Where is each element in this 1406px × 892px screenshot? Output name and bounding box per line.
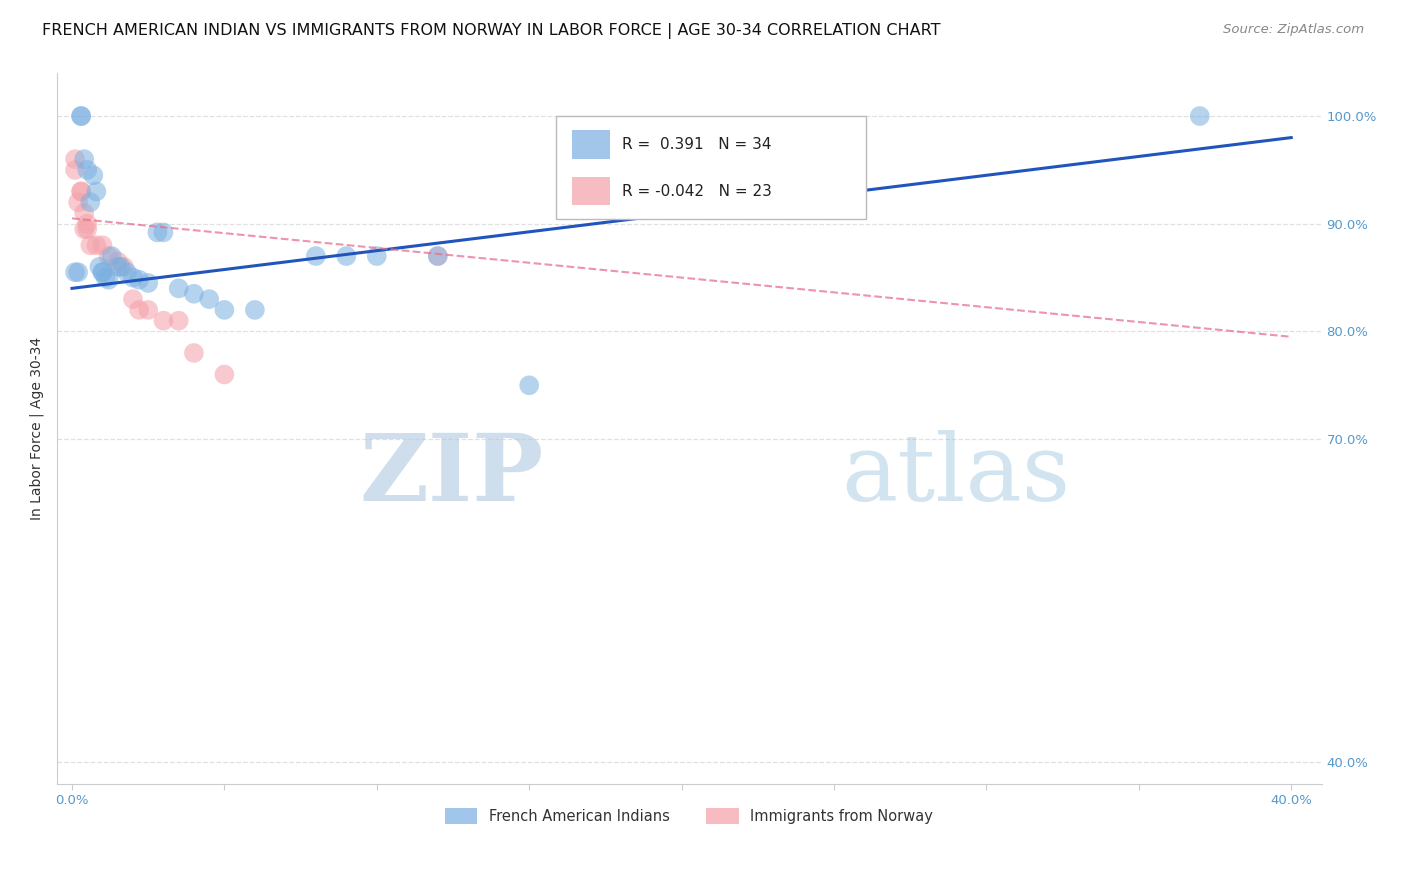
Point (107, 260, 129, 274)
Point (305, 249, 328, 263)
Point (94, 270, 117, 285)
Point (152, 225, 174, 239)
Point (79, 238, 101, 252)
Point (366, 249, 388, 263)
Point (136, 302, 159, 317)
Point (1188, 109, 1211, 123)
Point (107, 254, 129, 268)
Point (73, 152, 96, 166)
FancyBboxPatch shape (572, 130, 610, 159)
Point (122, 292, 145, 306)
FancyBboxPatch shape (572, 177, 610, 205)
Point (73, 222, 96, 236)
Point (183, 286, 205, 301)
Text: R =  0.391   N = 34: R = 0.391 N = 34 (623, 137, 772, 153)
Point (73, 206, 96, 220)
Point (167, 281, 190, 295)
Point (183, 346, 205, 360)
Point (335, 249, 357, 263)
Point (67, 265, 90, 279)
FancyBboxPatch shape (557, 116, 866, 219)
Point (63, 162, 86, 177)
Point (152, 313, 174, 327)
Point (167, 313, 190, 327)
Point (100, 249, 122, 263)
Point (97, 249, 120, 263)
Point (63, 152, 86, 166)
Legend: French American Indians, Immigrants from Norway: French American Indians, Immigrants from… (440, 802, 939, 830)
Point (91, 265, 114, 279)
Point (86, 185, 108, 199)
Point (517, 378, 540, 392)
Point (198, 292, 221, 306)
Point (243, 302, 266, 317)
Point (70, 109, 93, 123)
Point (70, 185, 93, 199)
Point (76, 222, 98, 236)
Point (76, 217, 98, 231)
Point (76, 162, 98, 177)
Point (91, 238, 114, 252)
Point (79, 195, 101, 210)
Point (70, 109, 93, 123)
Point (67, 195, 90, 210)
Point (115, 265, 138, 279)
Point (214, 302, 236, 317)
Point (146, 225, 169, 239)
Point (128, 273, 150, 287)
Point (86, 238, 108, 252)
Point (63, 265, 86, 279)
Text: Source: ZipAtlas.com: Source: ZipAtlas.com (1223, 23, 1364, 37)
Y-axis label: In Labor Force | Age 30-34: In Labor Force | Age 30-34 (30, 337, 44, 520)
Text: ZIP: ZIP (360, 430, 544, 519)
Point (426, 249, 449, 263)
Point (112, 260, 135, 274)
Point (136, 276, 159, 290)
Point (89, 260, 111, 274)
Point (122, 270, 145, 285)
Text: atlas: atlas (841, 430, 1070, 519)
Point (97, 273, 120, 287)
Point (91, 265, 114, 279)
Point (426, 249, 449, 263)
Point (128, 302, 150, 317)
Text: R = -0.042   N = 23: R = -0.042 N = 23 (623, 184, 772, 199)
Text: FRENCH AMERICAN INDIAN VS IMMIGRANTS FROM NORWAY IN LABOR FORCE | AGE 30-34 CORR: FRENCH AMERICAN INDIAN VS IMMIGRANTS FRO… (42, 23, 941, 39)
Point (82, 169, 104, 183)
Point (110, 260, 132, 274)
Point (214, 368, 236, 382)
Point (70, 185, 93, 199)
